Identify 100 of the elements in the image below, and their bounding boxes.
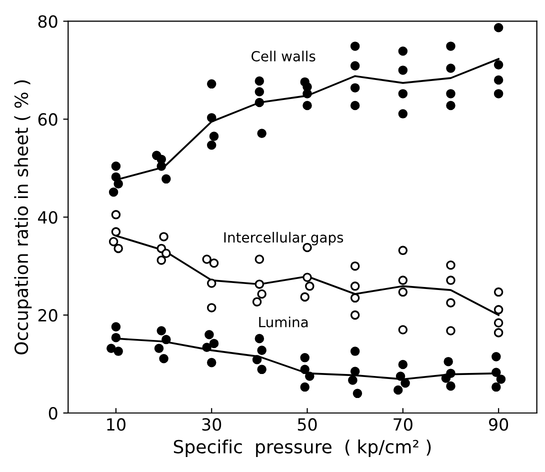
point [446, 100, 456, 110]
point [106, 344, 116, 353]
point [206, 113, 216, 122]
point [350, 366, 360, 376]
point [111, 162, 121, 171]
x-axis-title: Specific pressure ( kp/cm² ) [174, 440, 431, 458]
point [494, 305, 504, 314]
point [348, 376, 358, 385]
point [350, 42, 360, 51]
point [114, 179, 123, 188]
point [494, 287, 504, 297]
point [114, 346, 123, 356]
point [111, 210, 121, 220]
point [446, 298, 456, 308]
point [257, 346, 266, 355]
point [496, 374, 506, 384]
point [446, 381, 456, 391]
point [202, 342, 212, 352]
point [305, 282, 314, 291]
point [111, 332, 121, 342]
point [494, 60, 504, 70]
x-tick-label: 90 [489, 418, 508, 431]
point [159, 232, 168, 242]
point [206, 358, 216, 368]
point [162, 174, 171, 184]
y-tick-label: 20 [38, 309, 58, 322]
x-tick-label: 10 [107, 418, 126, 431]
text: Intercellular gaps [224, 232, 344, 246]
point [350, 61, 360, 70]
point [446, 64, 456, 73]
text: Lumina [259, 316, 308, 328]
point [494, 75, 504, 85]
point [398, 325, 408, 334]
point [302, 100, 312, 110]
point [352, 388, 362, 398]
point [350, 261, 360, 271]
point [398, 66, 408, 75]
point [254, 334, 264, 344]
point [257, 289, 266, 299]
x-tick-label: 30 [202, 418, 222, 431]
point [300, 382, 310, 392]
point [206, 140, 216, 150]
point [398, 276, 408, 285]
point [254, 254, 264, 264]
y-tick-label: 0 [48, 406, 58, 420]
point [108, 188, 118, 197]
x-tick-label: 70 [394, 418, 412, 431]
point [350, 346, 360, 356]
point [111, 172, 121, 182]
point [154, 344, 164, 353]
point [494, 318, 504, 328]
point [206, 79, 216, 89]
point [446, 260, 456, 270]
point [302, 89, 312, 98]
point [257, 364, 266, 374]
point [492, 352, 501, 362]
point [156, 256, 166, 265]
point [300, 353, 310, 362]
point [209, 132, 219, 141]
point [350, 282, 360, 291]
point [446, 42, 456, 51]
point [492, 382, 501, 392]
point [444, 356, 453, 366]
point [350, 100, 360, 110]
point [108, 236, 118, 246]
point [446, 326, 456, 336]
point [350, 293, 360, 303]
point [162, 334, 171, 344]
point [396, 372, 406, 381]
point [111, 322, 121, 332]
point [300, 292, 310, 302]
point [162, 248, 171, 258]
point [300, 364, 310, 374]
point [204, 330, 214, 340]
point [156, 162, 166, 171]
y-tick-label: 60 [38, 113, 58, 126]
point [254, 76, 264, 86]
point [398, 246, 408, 256]
point [114, 244, 123, 254]
point [398, 46, 408, 56]
point [254, 280, 264, 289]
point [302, 242, 312, 252]
text: Cell walls [252, 50, 316, 62]
x-tick-label: 50 [298, 418, 317, 431]
y-tick-label: 80 [38, 15, 58, 28]
point [302, 272, 312, 282]
point [393, 385, 403, 395]
point [350, 83, 360, 92]
point [206, 303, 216, 312]
point [252, 297, 262, 306]
point [252, 354, 262, 364]
point [398, 287, 408, 297]
point [398, 360, 408, 370]
point [350, 310, 360, 320]
y-tick-label: 40 [38, 211, 58, 224]
point [159, 354, 168, 364]
point [202, 254, 212, 264]
point [446, 89, 456, 98]
point [494, 89, 504, 98]
point [492, 368, 501, 377]
